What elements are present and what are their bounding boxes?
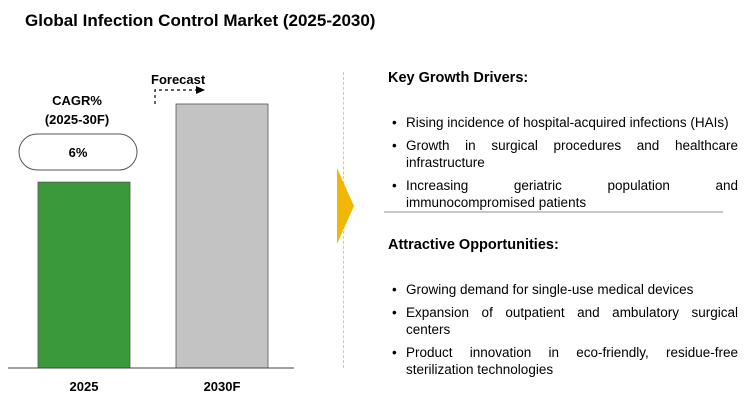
cagr-pill <box>18 133 138 171</box>
market-bar-chart: Forecast CAGR% (2025-30F) 6% 2025 2030F <box>8 72 294 394</box>
drivers-title: Key Growth Drivers: <box>388 70 529 86</box>
cagr-period: (2025-30F) <box>45 112 109 127</box>
opportunity-item: Growing demand for single-use medical de… <box>392 281 738 298</box>
page-title: Global Infection Control Market (2025-20… <box>25 11 376 30</box>
cagr-value: 6% <box>69 145 88 160</box>
driver-item: Increasing geriatric population and immu… <box>392 177 738 211</box>
driver-item: Rising incidence of hospital-acquired in… <box>392 114 738 131</box>
arrow-icon <box>337 168 354 244</box>
opportunities-title: Attractive Opportunities: <box>388 237 559 253</box>
x-tick-label-2030f: 2030F <box>204 379 241 394</box>
driver-item: Growth in surgical procedures and health… <box>392 137 738 171</box>
opportunities-list: Growing demand for single-use medical de… <box>392 281 738 384</box>
drivers-list: Rising incidence of hospital-acquired in… <box>392 114 738 217</box>
forecast-bracket <box>154 89 196 104</box>
forecast-arrowhead <box>196 86 205 94</box>
x-tick-label-2025: 2025 <box>70 379 99 394</box>
forecast-label: Forecast <box>151 72 206 87</box>
bar-2025 <box>37 181 131 369</box>
opportunity-item: Product innovation in eco-friendly, resi… <box>392 344 738 378</box>
cagr-label: CAGR% <box>52 93 102 108</box>
bar-2030f <box>175 103 269 369</box>
opportunity-item: Expansion of outpatient and ambulatory s… <box>392 304 738 338</box>
horizontal-divider <box>384 211 723 213</box>
